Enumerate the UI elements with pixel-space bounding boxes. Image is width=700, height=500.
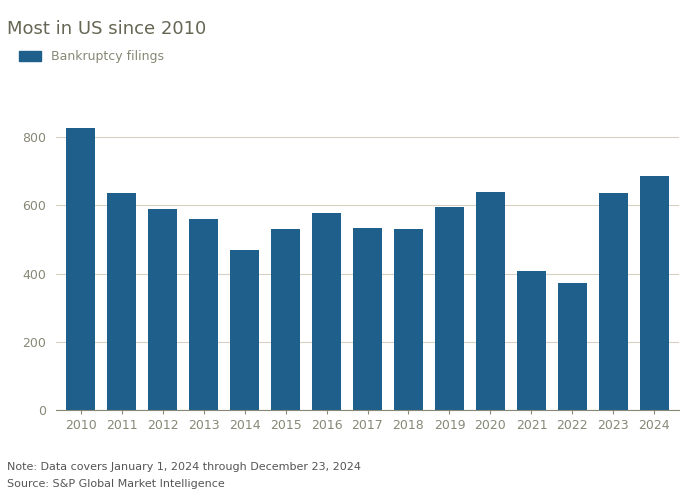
Bar	[189, 219, 218, 410]
Bar	[598, 193, 628, 410]
Text: Most in US since 2010: Most in US since 2010	[7, 20, 206, 38]
Bar	[393, 230, 424, 410]
Bar	[271, 228, 300, 410]
Bar	[517, 271, 546, 410]
Bar	[66, 128, 95, 410]
Bar	[476, 192, 505, 410]
Bar	[353, 228, 382, 410]
Bar	[107, 193, 136, 410]
Bar	[435, 207, 464, 410]
Legend: Bankruptcy filings: Bankruptcy filings	[19, 50, 164, 63]
Bar	[558, 282, 587, 410]
Text: Source: S&P Global Market Intelligence: Source: S&P Global Market Intelligence	[7, 479, 225, 489]
Bar	[230, 250, 259, 410]
Bar	[312, 214, 342, 410]
Bar	[148, 209, 177, 410]
Bar	[640, 176, 669, 410]
Text: Note: Data covers January 1, 2024 through December 23, 2024: Note: Data covers January 1, 2024 throug…	[7, 462, 361, 472]
